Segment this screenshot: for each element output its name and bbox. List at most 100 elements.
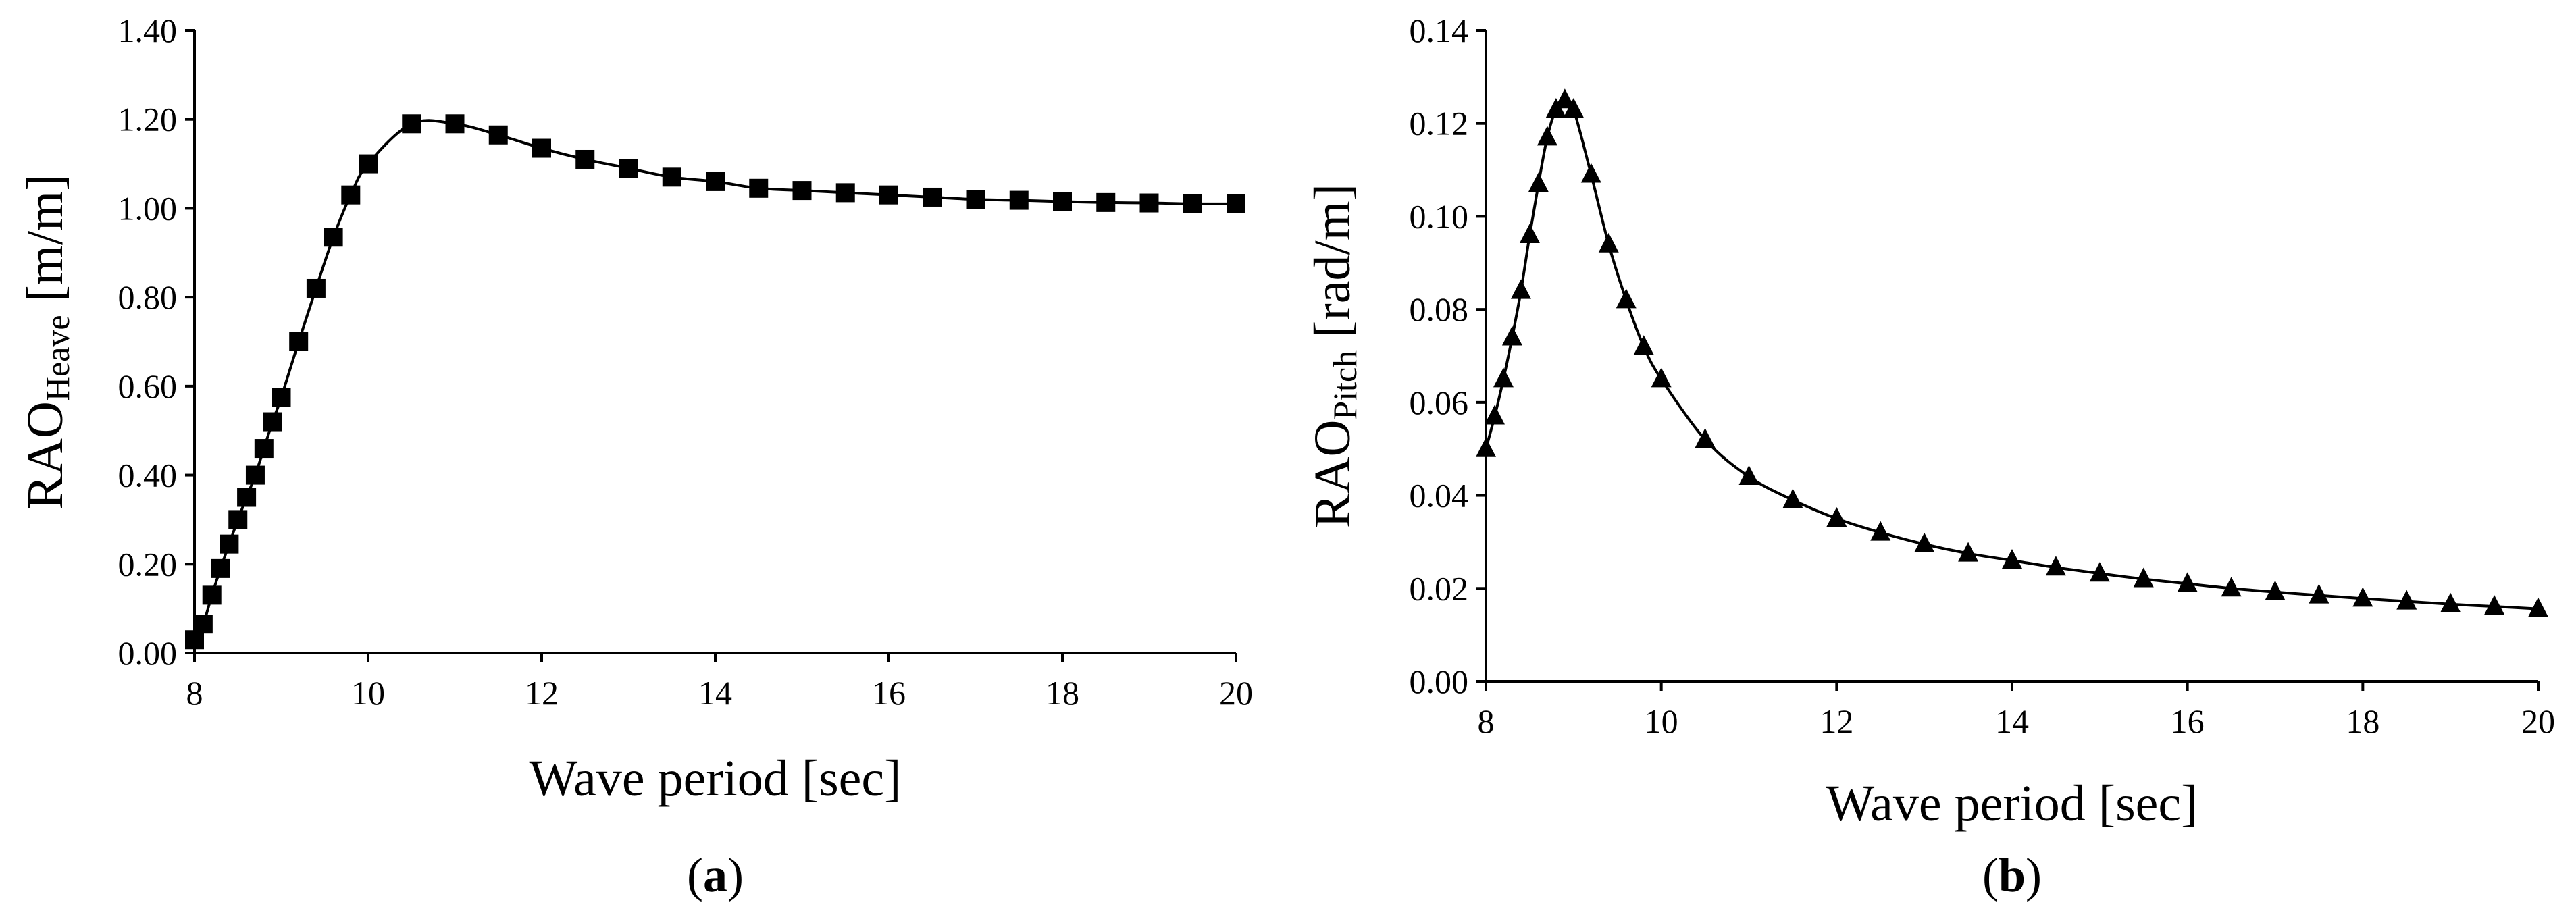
- panel-b-data-point: [1554, 88, 1575, 109]
- panel-b-y-axis-title-unit: [rad/m]: [1304, 184, 1361, 350]
- panel-a-y-axis-title-unit: [m/m]: [17, 174, 74, 315]
- panel-a-data-point: [835, 183, 855, 203]
- panel-b-x-ticks: 8 10 12 14 16 18 20: [1478, 681, 2555, 740]
- panel-b-data-point: [1914, 532, 1935, 552]
- panel-b-data-point: [1870, 521, 1891, 541]
- panel-a-label-open: (: [687, 848, 703, 902]
- panel-b-markers: [1476, 88, 2548, 617]
- panel-b-data-point: [1633, 335, 1654, 355]
- panel-b-data-point: [1580, 163, 1601, 183]
- panel-a-data-point: [289, 332, 309, 351]
- panel-b-data-point: [2440, 592, 2461, 612]
- panel-b-data-point: [2133, 567, 2154, 588]
- panel-a-data-point: [245, 465, 265, 485]
- panel-b-x-tick-label: 16: [2171, 702, 2205, 740]
- panel-a-y-tick-label: 0.60: [118, 367, 178, 405]
- panel-a-label-close: ): [727, 848, 744, 902]
- panel-b-data-point: [2528, 597, 2548, 617]
- panel-b-y-tick-label: 0.08: [1410, 290, 1469, 328]
- panel-a-data-point: [923, 187, 942, 207]
- panel-a-y-tick-label: 1.20: [118, 101, 178, 138]
- panel-a-data-point: [402, 114, 421, 134]
- panel-b-x-tick-label: 8: [1478, 702, 1495, 740]
- panel-a-data-point: [306, 278, 326, 298]
- panel-a-data-point: [575, 149, 595, 169]
- panel-a-markers: [185, 114, 1245, 650]
- panel-a-y-tick-label: 1.40: [118, 11, 178, 49]
- panel-a-data-point: [792, 181, 812, 201]
- panel-b-data-point: [2265, 580, 2286, 600]
- panel-b-y-axis-title-sub: Pitch: [1326, 350, 1364, 420]
- panel-b-data-point: [2002, 548, 2022, 569]
- panel-a-data-point: [228, 510, 248, 529]
- panel-b-data-point: [1958, 542, 1979, 562]
- panel-a-y-axis-title-sub: Heave: [38, 315, 76, 401]
- panel-b-label: (b): [1982, 848, 2042, 902]
- panel-a-x-tick-label: 12: [525, 674, 559, 712]
- panel-b-data-point: [1598, 232, 1619, 253]
- panel-b-y-tick-label: 0.10: [1410, 197, 1469, 235]
- panel-a-data-point: [211, 558, 230, 578]
- panel-a-y-tick-label: 0.40: [118, 456, 178, 494]
- panel-a-data-point: [445, 114, 465, 134]
- panel-a-y-tick-label: 0.80: [118, 278, 178, 316]
- panel-a-y-axis-title-main: RAO: [17, 401, 74, 509]
- panel-a-y-tick-label: 0.20: [118, 545, 178, 583]
- panel-a-data-point: [1139, 193, 1159, 213]
- panel-b-data-point: [1519, 223, 1540, 243]
- panel-a-y-axis-title: RAOHeave [m/m]: [17, 174, 76, 509]
- panel-a-y-ticks: 0.00 0.20 0.40 0.60 0.80 1.00 1.20 1.40: [118, 11, 195, 672]
- panel-a-data-point: [237, 488, 257, 507]
- panel-b-data-point: [2045, 556, 2066, 576]
- panel-a-data-point: [254, 439, 274, 459]
- panel-b-label-letter: b: [1999, 848, 2026, 902]
- panel-b-data-point: [1501, 325, 1522, 346]
- panel-b-y-tick-label: 0.06: [1410, 384, 1469, 421]
- panel-a-data-point: [749, 178, 769, 198]
- panel-b-y-tick-label: 0.02: [1410, 569, 1469, 607]
- panel-b-x-axis-title: Wave period [sec]: [1826, 775, 2198, 832]
- panel-b-data-point: [1493, 367, 1514, 388]
- panel-b-y-ticks: 0.00 0.02 0.04 0.06 0.08 0.10 0.12 0.14: [1410, 11, 1486, 700]
- panel-a-data-point: [619, 159, 638, 178]
- panel-b-data-point: [2177, 572, 2198, 592]
- panel-a-x-ticks: 8 10 12 14 16 18 20: [186, 653, 1253, 712]
- panel-b-data-point: [1651, 367, 1672, 388]
- panel-b-data-point: [2089, 562, 2110, 582]
- panel-b-data-point: [1563, 98, 1584, 118]
- panel-b-data-point: [1484, 405, 1505, 425]
- panel-b-label-open: (: [1982, 848, 1999, 902]
- panel-a-data-point: [662, 167, 681, 187]
- panel-a-x-tick-label: 8: [186, 674, 203, 712]
- panel-a-x-tick-label: 18: [1046, 674, 1079, 712]
- panel-a-data-point: [706, 172, 725, 191]
- panel-a-x-tick-label: 10: [351, 674, 385, 712]
- panel-a-data-point: [341, 185, 361, 205]
- panel-a-data-point: [359, 154, 378, 174]
- panel-a-y-tick-label: 1.00: [118, 189, 178, 227]
- panel-b-data-point: [1695, 427, 1716, 448]
- panel-b-data-point: [2352, 587, 2373, 607]
- panel-b-data-point: [1510, 279, 1531, 299]
- panel-b-y-axis-title: RAOPitch [rad/m]: [1304, 184, 1364, 528]
- panel-b-data-point: [2484, 595, 2505, 615]
- panel-a: 0.00 0.20 0.40 0.60 0.80 1.00 1.20 1.40 8 10 12 14…: [17, 11, 1253, 902]
- panel-a-data-point: [1096, 192, 1116, 212]
- panel-a-label-letter: a: [703, 848, 727, 902]
- panel-a-data-point: [193, 615, 213, 634]
- panel-b-y-tick-label: 0.04: [1410, 477, 1469, 515]
- panel-b: 0.00 0.02 0.04 0.06 0.08 0.10 0.12 0.14 8 10 12 14…: [1304, 11, 2555, 902]
- panel-a-data-point: [263, 412, 282, 432]
- panel-b-data-point: [1528, 172, 1549, 192]
- panel-a-data-point: [1053, 192, 1072, 211]
- panel-a-data-point: [202, 585, 222, 605]
- panel-b-data-point: [1738, 465, 1759, 486]
- panel-a-label: (a): [687, 848, 744, 902]
- panel-b-data-point: [1826, 507, 1847, 527]
- panel-b-label-close: ): [2026, 848, 2042, 902]
- panel-a-data-point: [879, 185, 898, 205]
- panel-a-y-tick-label: 0.00: [118, 634, 178, 672]
- panel-b-data-point: [1782, 488, 1803, 508]
- panel-b-y-tick-label: 0.12: [1410, 105, 1469, 142]
